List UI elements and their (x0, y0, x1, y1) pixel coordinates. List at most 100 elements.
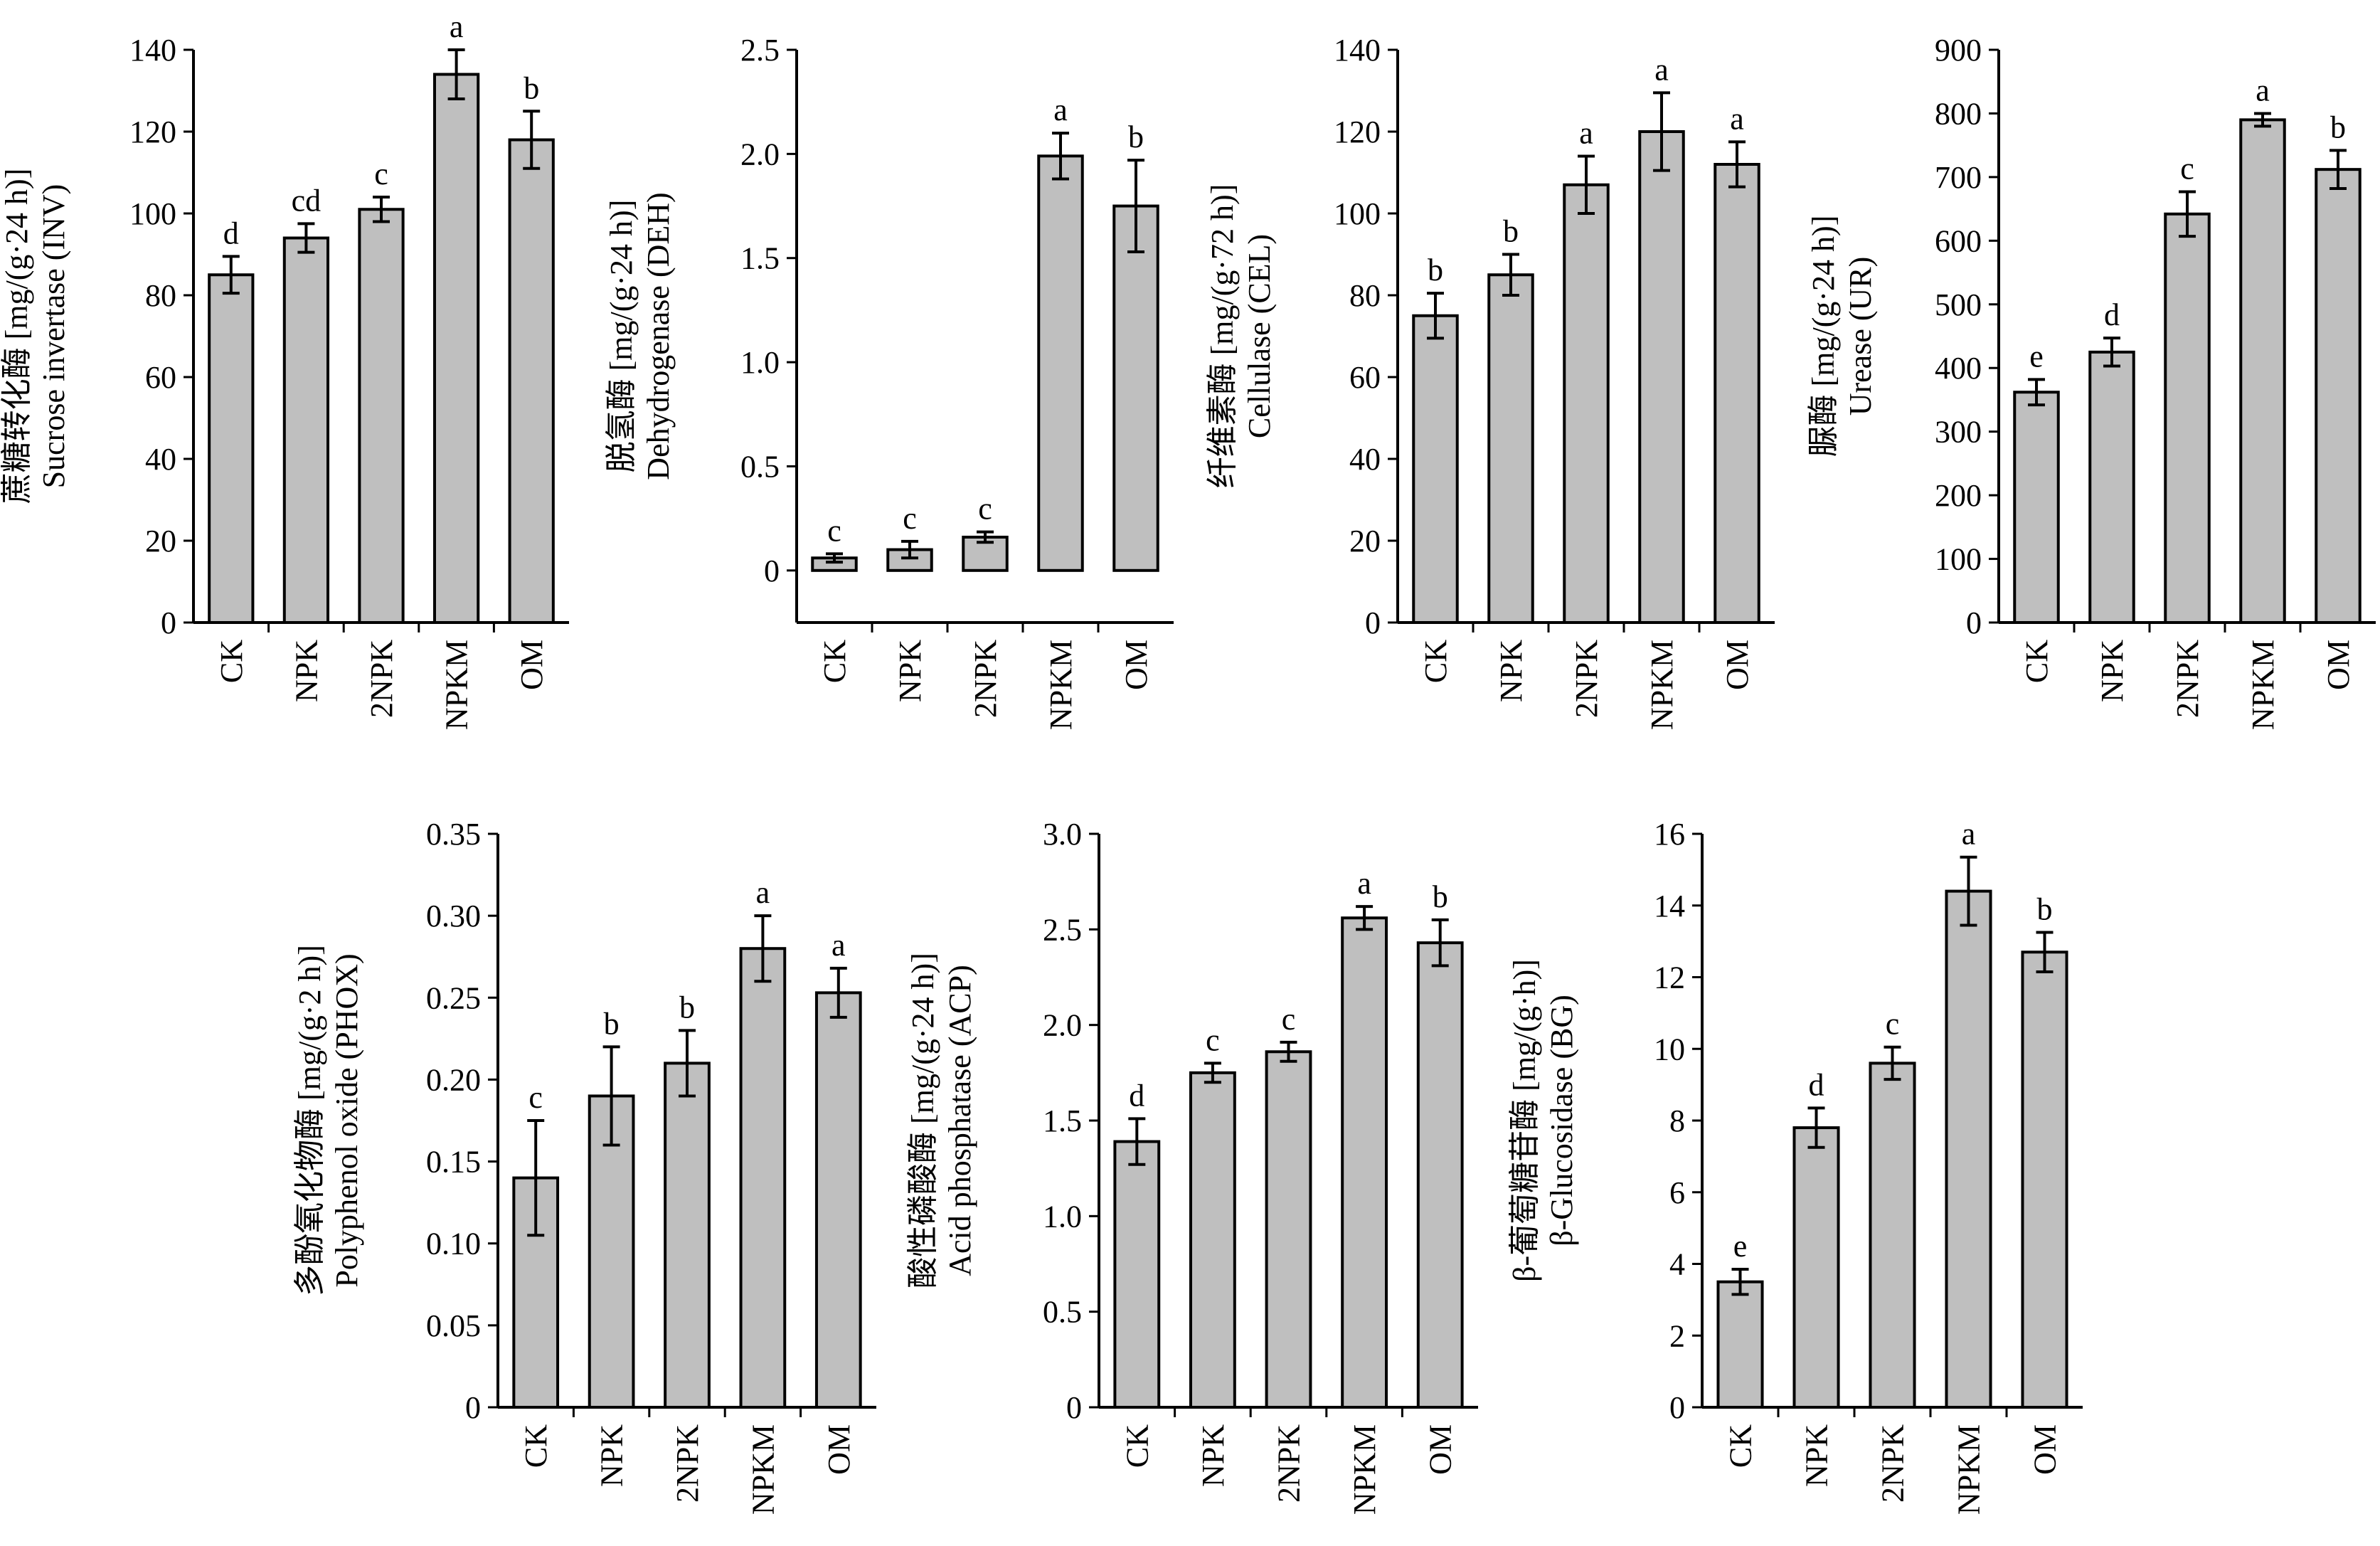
bg-bar-om (2021, 951, 2068, 1409)
inv-bar-npk (282, 236, 330, 624)
deh-category-label: NPKM (1043, 640, 1078, 730)
deh-significance-letter: c (827, 513, 841, 548)
acp-ytick-label: 0 (1066, 1390, 1082, 1425)
panel-cellulase: 0 20 40 60 80 100 120 140 b CK b NPK a 2NPK a NPKM a OM 纤维… (1205, 33, 1775, 730)
deh-significance-letter: b (1128, 120, 1144, 154)
phox-y-axis-title: 多酚氧化物酶 [mg/(g·2 h)] (292, 945, 327, 1296)
panel-acid-phosphatase: 0 0.5 1.0 1.5 2.0 2.5 3.0 d CK c NPK c 2NPK a NPKM b OM 酸… (905, 817, 1478, 1515)
inv-ytick-label: 60 (145, 360, 176, 395)
ur-y-axis-title: Urease (UR) (1843, 257, 1878, 416)
bg-ytick-label: 12 (1654, 960, 1685, 995)
ur-significance-letter: b (2330, 110, 2346, 144)
ur-bar-npkm (2239, 118, 2286, 624)
inv-ytick-label: 100 (129, 196, 176, 231)
cel-ytick-label: 140 (1334, 33, 1381, 68)
acp-significance-letter: c (1206, 1022, 1220, 1057)
inv-y-axis-title: Sucrose invertase (INV) (36, 184, 71, 489)
deh-y-axis-title: 脱氢酶 [mg/(g·24 h)] (604, 200, 639, 473)
cel-bar-npkm (1638, 130, 1685, 624)
inv-bar-ck (208, 273, 255, 624)
ur-category-label: CK (2019, 640, 2054, 683)
inv-ytick-label: 120 (129, 115, 176, 149)
inv-ytick-label: 80 (145, 278, 176, 313)
inv-bar-om (508, 138, 555, 624)
panel-urease: 0 100 200 300 400 500 600 700 800 900 e CK d NPK c 2NPK… (1806, 33, 2376, 730)
acp-category-label: NPK (1196, 1424, 1231, 1487)
phox-category-label: NPKM (745, 1424, 780, 1515)
inv-ytick-label: 40 (145, 442, 176, 477)
deh-ytick-label: 1.5 (740, 241, 780, 276)
phox-ytick-label: 0.15 (426, 1145, 481, 1180)
bg-ytick-label: 2 (1669, 1318, 1685, 1353)
bg-significance-letter: e (1733, 1229, 1748, 1264)
acp-y-axis-title: 酸性磷酸酶 [mg/(g·24 h)] (905, 953, 940, 1288)
cel-bar-om (1714, 163, 1760, 624)
bg-ytick-label: 4 (1669, 1247, 1685, 1282)
ur-significance-letter: e (2029, 339, 2044, 374)
cel-bar-ck (1412, 314, 1459, 624)
deh-ytick-label: 0 (764, 554, 780, 588)
bg-significance-letter: c (1886, 1007, 1900, 1042)
cel-significance-letter: a (1730, 101, 1744, 136)
panel-beta-glucosidase: 0 2 4 6 8 10 12 14 16 e CK d NPK c 2NPK a NPKM b OM β-葡萄糖苷酶… (1507, 817, 2083, 1515)
cel-category-label: NPK (1494, 640, 1529, 702)
deh-ytick-label: 2.0 (740, 137, 780, 171)
cel-category-label: CK (1418, 640, 1453, 683)
cel-y-axis-title: 纤维素酶 [mg/(g·72 h)] (1205, 184, 1240, 489)
ur-category-label: NPK (2095, 640, 2130, 702)
cel-ytick-label: 120 (1334, 115, 1381, 149)
acp-category-label: CK (1120, 1424, 1154, 1468)
ur-significance-letter: d (2104, 297, 2120, 332)
bg-bar-ck (1716, 1280, 1764, 1409)
phox-significance-letter: b (679, 990, 695, 1025)
acp-category-label: OM (1423, 1424, 1458, 1475)
phox-significance-letter: a (832, 928, 846, 963)
inv-ytick-label: 140 (129, 33, 176, 68)
phox-bar-ck (512, 1176, 560, 1409)
cel-y-axis-title: Cellulase (CEL) (1242, 234, 1277, 438)
panel-polyphenol-oxide: 0 0.05 0.10 0.15 0.20 0.25 0.30 0.35 c CK b NPK b 2NP… (292, 817, 876, 1515)
inv-bar-2npk (358, 208, 405, 624)
ur-ytick-label: 100 (1935, 542, 1982, 577)
deh-bar-npkm (1037, 154, 1084, 572)
acp-ytick-label: 1.0 (1043, 1199, 1082, 1234)
cel-ytick-label: 40 (1349, 442, 1381, 477)
bg-category-label: 2NPK (1876, 1424, 1911, 1503)
ur-significance-letter: a (2256, 73, 2270, 107)
bg-category-label: NPKM (1952, 1424, 1987, 1515)
bg-ytick-label: 0 (1669, 1390, 1685, 1425)
cel-significance-letter: a (1579, 116, 1593, 151)
cel-ytick-label: 0 (1365, 605, 1381, 640)
phox-bar-npk (588, 1094, 635, 1409)
deh-category-label: OM (1119, 640, 1154, 690)
acp-bar-ck (1113, 1140, 1161, 1409)
acp-category-label: NPKM (1347, 1424, 1382, 1515)
bg-category-label: OM (2028, 1424, 2063, 1475)
bg-ytick-label: 16 (1654, 817, 1685, 852)
inv-y-axis-title: 蔗糖转化酶 [mg/(g·24 h)] (0, 169, 34, 504)
cel-bar-npk (1487, 273, 1534, 624)
ur-ytick-label: 600 (1935, 223, 1982, 258)
bg-ytick-label: 8 (1669, 1103, 1685, 1138)
phox-ytick-label: 0.35 (426, 817, 481, 852)
deh-bar-om (1112, 204, 1159, 572)
bg-ytick-label: 6 (1669, 1175, 1685, 1210)
deh-category-label: NPK (893, 640, 928, 702)
acp-category-label: 2NPK (1272, 1424, 1307, 1503)
panel-dehydrogenase: 0 0.5 1.0 1.5 2.0 2.5 c CK c NPK c 2NPK a NPKM b OM 脱氢酶 … (604, 33, 1174, 730)
inv-ytick-label: 0 (161, 605, 176, 640)
panel-sucrose-invertase: 0 20 40 60 80 100 120 140 d CK cd NPK c 2NPK a NPKM b OM 蔗… (0, 9, 569, 730)
inv-significance-letter: b (524, 70, 539, 105)
deh-y-axis-title: Dehydrogenase (DEH) (641, 192, 676, 480)
deh-ytick-label: 2.5 (740, 33, 780, 68)
acp-bar-npk (1189, 1071, 1236, 1409)
inv-category-label: NPK (289, 640, 324, 702)
phox-significance-letter: a (756, 875, 770, 910)
cel-ytick-label: 20 (1349, 524, 1381, 558)
ur-y-axis-title: 脲酶 [mg/(g·24 h)] (1806, 216, 1841, 457)
phox-bar-om (814, 991, 862, 1409)
cel-ytick-label: 80 (1349, 278, 1381, 313)
cel-ytick-label: 100 (1334, 196, 1381, 231)
phox-significance-letter: c (528, 1080, 543, 1115)
